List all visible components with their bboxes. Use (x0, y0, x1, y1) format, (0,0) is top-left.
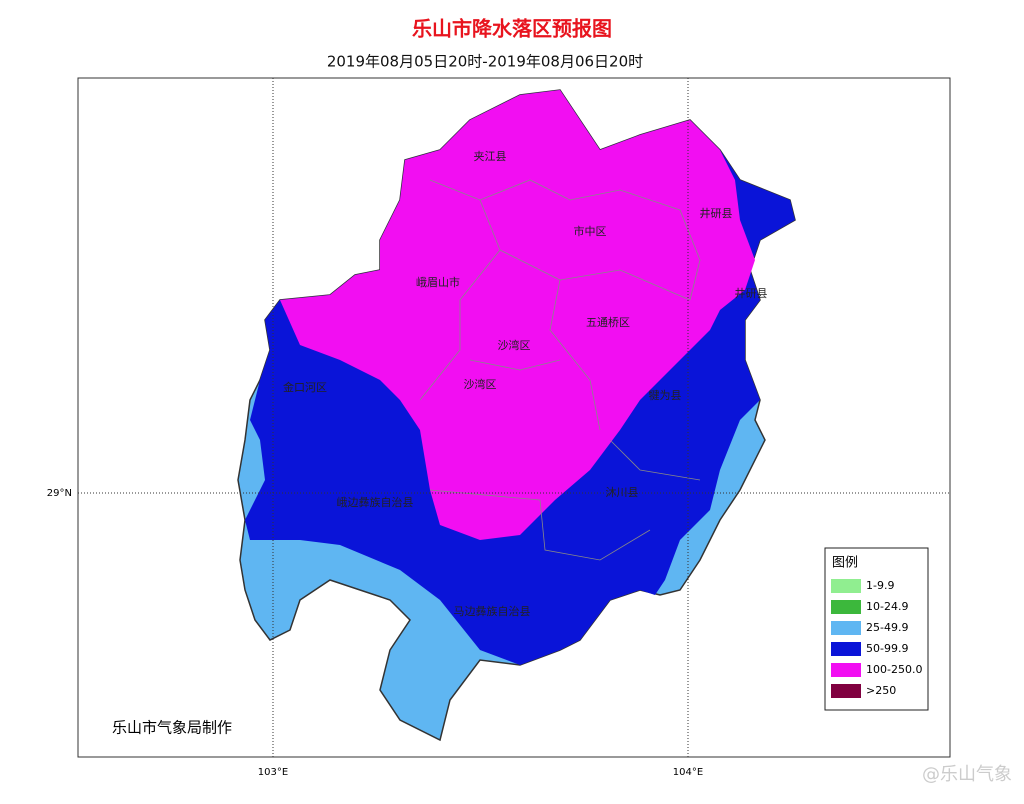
legend-label: 1-9.9 (866, 579, 894, 592)
region-label: 沙湾区 (464, 377, 497, 391)
region-label: 井研县 (700, 206, 733, 220)
legend-swatch (831, 579, 861, 593)
legend-swatch (831, 663, 861, 677)
lat-label: 29°N (47, 488, 72, 499)
credit: 乐山市气象局制作 (112, 719, 232, 737)
legend-swatch (831, 642, 861, 656)
subtitle: 2019年08月05日20时-2019年08月06日20时 (327, 53, 643, 71)
legend-title: 图例 (832, 556, 858, 571)
lon-label: 103°E (258, 767, 288, 778)
region-label: 马边彝族自治县 (454, 604, 531, 618)
county-borders (419, 179, 701, 561)
region-label: 金口河区 (283, 380, 327, 394)
region-label: 井研县 (735, 286, 768, 300)
rain-100-250 (280, 90, 755, 540)
legend-swatch (831, 684, 861, 698)
lon-label: 104°E (673, 767, 703, 778)
legend-swatch (831, 621, 861, 635)
region-label: 夹江县 (474, 150, 507, 163)
legend-label: 50-99.9 (866, 642, 908, 655)
legend-swatch (831, 600, 861, 614)
region-labels: 夹江县市中区井研县井研县峨眉山市五通桥区沙湾区沙湾区峨边彝族自治县犍为县沐川县金… (283, 150, 768, 618)
legend-label: >250 (866, 684, 896, 697)
region-label: 沐川县 (606, 486, 639, 499)
legend-label: 100-250.0 (866, 663, 922, 676)
region-label: 峨边彝族自治县 (337, 495, 414, 509)
legend-items: 1-9.9 10-24.9 25-49.9 50-99.9 100-250.0 >250 (831, 579, 922, 698)
legend-label: 10-24.9 (866, 600, 908, 613)
graticule (78, 78, 950, 757)
region-label: 市中区 (574, 224, 607, 238)
region-label: 峨眉山市 (416, 275, 460, 289)
watermark: @乐山气象 (922, 764, 1012, 785)
region-label: 犍为县 (649, 389, 682, 402)
region-label: 沙湾区 (498, 338, 531, 352)
region-label: 五通桥区 (586, 316, 630, 329)
legend-label: 25-49.9 (866, 621, 908, 634)
title: 乐山市降水落区预报图 (412, 17, 612, 41)
